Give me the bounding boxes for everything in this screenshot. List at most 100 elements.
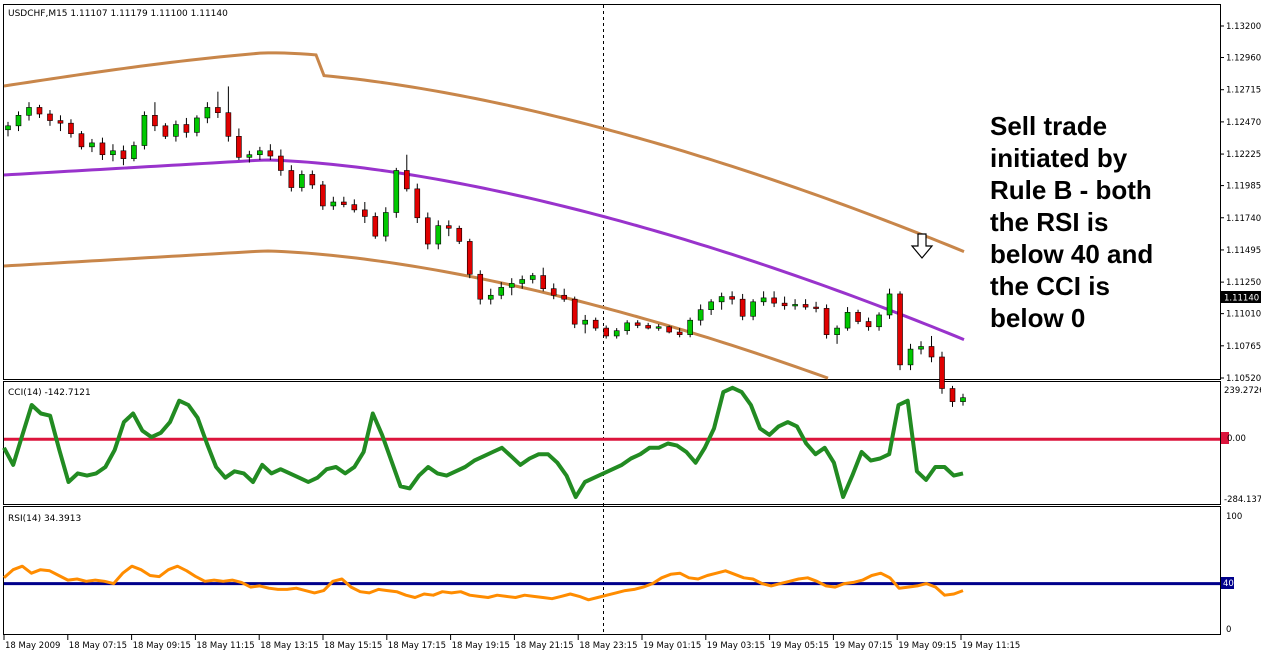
main-header-text: USDCHF,M15 1.11107 1.11179 1.11100 1.111… (8, 9, 228, 19)
candle (687, 317, 693, 338)
candle (173, 120, 179, 142)
candle (508, 278, 515, 296)
candle-body (288, 170, 295, 188)
annotation-line: initiated by (990, 143, 1128, 173)
candle (89, 138, 95, 153)
annotation-line: Rule B - both (990, 175, 1152, 205)
candle-body (414, 188, 421, 219)
rsi-tick-level: 40 (1223, 579, 1234, 589)
candle-body (204, 107, 211, 119)
candle-body (928, 346, 935, 358)
candle (120, 145, 127, 166)
candle (257, 146, 263, 160)
candle (540, 267, 547, 292)
cci-tick-high: 239.2726 (1224, 386, 1261, 396)
candle (393, 167, 400, 218)
candle (666, 325, 672, 334)
price-tick-label: 1.12960 (1226, 54, 1261, 64)
candle (225, 86, 232, 142)
candle-body (760, 297, 767, 303)
candle (928, 335, 935, 363)
candle-body (26, 107, 32, 116)
candle (918, 341, 924, 355)
candle (204, 102, 211, 124)
candle-body (781, 302, 788, 307)
candle (592, 317, 599, 331)
candle (26, 102, 32, 121)
candle (383, 207, 389, 242)
candle-body (36, 107, 43, 115)
candle-body (57, 120, 64, 124)
price-tick-label: 1.12225 (1226, 150, 1261, 160)
candle-body (834, 327, 840, 335)
rsi-line (3, 564, 964, 602)
candle-body (655, 326, 662, 329)
candle (645, 322, 651, 330)
candle (613, 328, 620, 339)
candle-body (383, 212, 389, 237)
price-tick-label: 1.10520 (1226, 374, 1261, 384)
candle-body (550, 288, 557, 296)
candle (341, 196, 347, 208)
candle (750, 299, 756, 321)
candle-body (823, 308, 830, 335)
time-tick-label: 18 May 11:15 (196, 641, 254, 651)
time-axis: 18 May 2009 18 May 07:15 18 May 09:15 18 Ma… (3, 635, 1020, 651)
candle (320, 180, 326, 210)
candle (907, 343, 914, 371)
candle-body (886, 293, 893, 316)
candle-body (792, 304, 798, 307)
time-tick-label: 19 May 09:15 (898, 641, 956, 651)
candle-body (907, 348, 914, 366)
candle (131, 141, 137, 162)
candle (708, 299, 714, 315)
candle-body (697, 309, 704, 321)
price-tick-label: 1.11740 (1226, 214, 1261, 224)
candle (435, 220, 442, 250)
candle (403, 154, 410, 192)
time-tick-label: 18 May 17:15 (388, 641, 446, 651)
candle-body (351, 204, 358, 211)
candle-body (802, 304, 809, 308)
candle-body (771, 297, 777, 304)
candle (634, 320, 641, 329)
candle-body (613, 330, 620, 337)
candle (697, 304, 704, 326)
candle (739, 293, 746, 321)
candle (624, 320, 630, 335)
candle-body (435, 225, 442, 245)
current-price-label: 1.11140 (1224, 294, 1259, 304)
candle-body (110, 150, 116, 156)
candle-body (89, 142, 95, 148)
candle (99, 137, 106, 160)
candle-body (487, 294, 494, 300)
candle (414, 183, 421, 224)
time-tick-label: 18 May 15:15 (324, 641, 382, 651)
candle-body (68, 122, 74, 135)
candle (194, 115, 200, 137)
candle (477, 270, 484, 305)
candle-body (855, 312, 861, 322)
candle-body (99, 142, 106, 156)
candle (68, 119, 74, 138)
candle-body (477, 273, 484, 300)
candle (771, 291, 777, 308)
candle-body (508, 283, 515, 288)
candle-body (960, 397, 966, 402)
candle-body (708, 301, 714, 311)
candle-body (267, 150, 274, 157)
candle (288, 165, 295, 192)
candle-body (445, 225, 452, 229)
price-axis: 1.13200 1.12960 1.12715 1.12470 1.12225 1.119… (1220, 22, 1261, 384)
candle-body (120, 150, 127, 159)
candles-group (5, 86, 966, 407)
middle-band-line (3, 158, 965, 341)
candle-body (876, 314, 882, 328)
price-tick-label: 1.13200 (1226, 22, 1261, 32)
cci-zero-marker (1221, 432, 1229, 444)
candle-body (739, 298, 746, 317)
annotation-line: Sell trade (990, 111, 1107, 141)
candle-body (131, 145, 137, 159)
